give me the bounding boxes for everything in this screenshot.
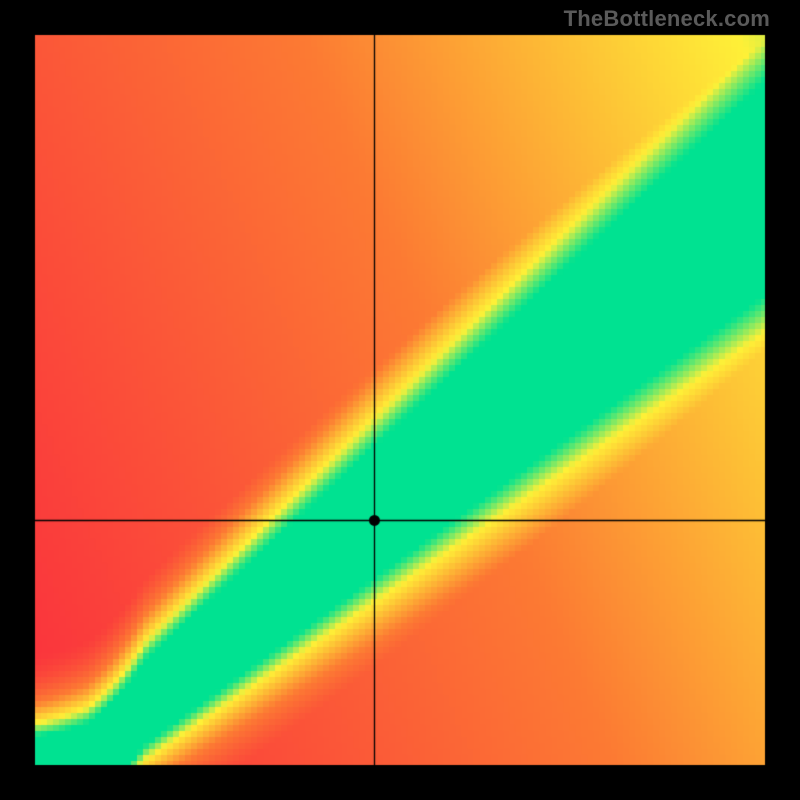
chart-container: TheBottleneck.com [0,0,800,800]
watermark-label: TheBottleneck.com [564,6,770,32]
bottleneck-heatmap [0,0,800,800]
